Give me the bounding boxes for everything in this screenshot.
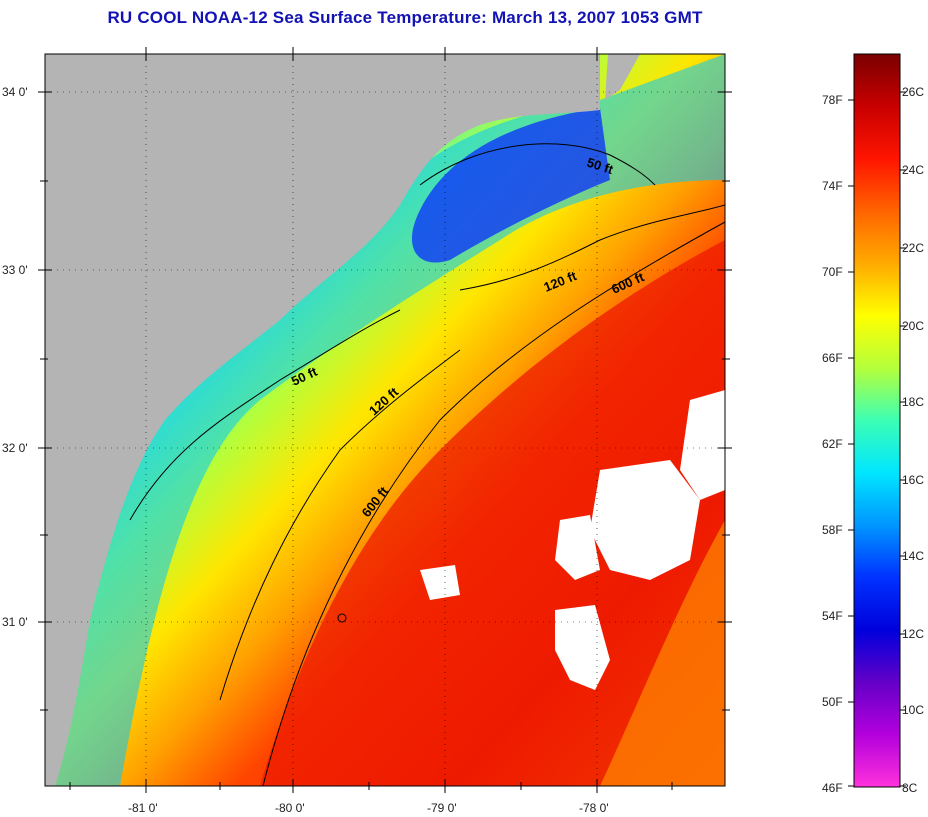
lat-tick-label: 31 0' bbox=[2, 615, 28, 629]
cloud-patch bbox=[680, 390, 725, 500]
colorbar-c-label: 20C bbox=[902, 319, 924, 333]
land-cape bbox=[605, 54, 640, 100]
isobath-50ft-south bbox=[129, 309, 401, 521]
colorbar-f-label: 46F bbox=[822, 781, 843, 795]
colorbar-f-label: 70F bbox=[822, 265, 843, 279]
lat-tick-label: 34 0' bbox=[2, 85, 28, 99]
map-frame bbox=[44, 53, 726, 787]
lon-tick-label: -80 0' bbox=[275, 801, 305, 815]
cloud-patch bbox=[555, 515, 600, 580]
map-panel bbox=[45, 54, 725, 786]
colorbar-c-label: 12C bbox=[902, 627, 924, 641]
colorbar-f-label: 50F bbox=[822, 695, 843, 709]
colorbar-c-label: 18C bbox=[902, 395, 924, 409]
latitude-axis: 34 0' 33 0' 32 0' 31 0' bbox=[2, 85, 732, 711]
isobath-600ft bbox=[262, 221, 725, 786]
colorbar-f-label: 62F bbox=[822, 437, 843, 451]
offshore-warm-eddy bbox=[600, 520, 725, 786]
colorbar-c-label: 14C bbox=[902, 549, 924, 563]
isobath-120ft-north bbox=[459, 204, 725, 291]
cloud-patch bbox=[420, 565, 460, 600]
colorbar-c-label: 16C bbox=[902, 473, 924, 487]
colorbar-c-label: 26C bbox=[902, 85, 924, 99]
isobath-50ft-north bbox=[419, 143, 656, 186]
longitude-axis: -81 0' -80 0' -79 0' -78 0' bbox=[69, 47, 673, 815]
colorbar-f-label: 54F bbox=[822, 609, 843, 623]
colorbar-gradient-strip bbox=[853, 53, 901, 788]
gulf-stream-warm-band bbox=[260, 240, 725, 786]
coldest-coastal-water bbox=[411, 108, 610, 263]
lon-tick-label: -78 0' bbox=[579, 801, 609, 815]
station-marker bbox=[337, 613, 347, 623]
colorbar-c-label: 10C bbox=[902, 703, 924, 717]
colorbar-f-label: 58F bbox=[822, 523, 843, 537]
temperature-colorbar: 78F 74F 70F 66F 62F 58F 54F 50F 46F 26C … bbox=[822, 53, 924, 795]
graticule bbox=[45, 54, 725, 786]
colorbar-c-label: 24C bbox=[902, 163, 924, 177]
colorbar-f-label: 74F bbox=[822, 179, 843, 193]
colorbar-f-label: 66F bbox=[822, 351, 843, 365]
lon-tick-label: -79 0' bbox=[427, 801, 457, 815]
isobath-120ft-south bbox=[219, 349, 461, 701]
colorbar-f-label: 78F bbox=[822, 93, 843, 107]
map-title: RU COOL NOAA-12 Sea Surface Temperature:… bbox=[107, 8, 703, 27]
lat-tick-label: 32 0' bbox=[2, 441, 28, 455]
colorbar-c-label: 8C bbox=[902, 781, 918, 795]
cloud-patch bbox=[555, 605, 610, 690]
land-mass bbox=[45, 54, 600, 786]
cloud-patch bbox=[590, 460, 700, 580]
lat-tick-label: 33 0' bbox=[2, 263, 28, 277]
lon-tick-label: -81 0' bbox=[128, 801, 158, 815]
colorbar-c-label: 22C bbox=[902, 241, 924, 255]
